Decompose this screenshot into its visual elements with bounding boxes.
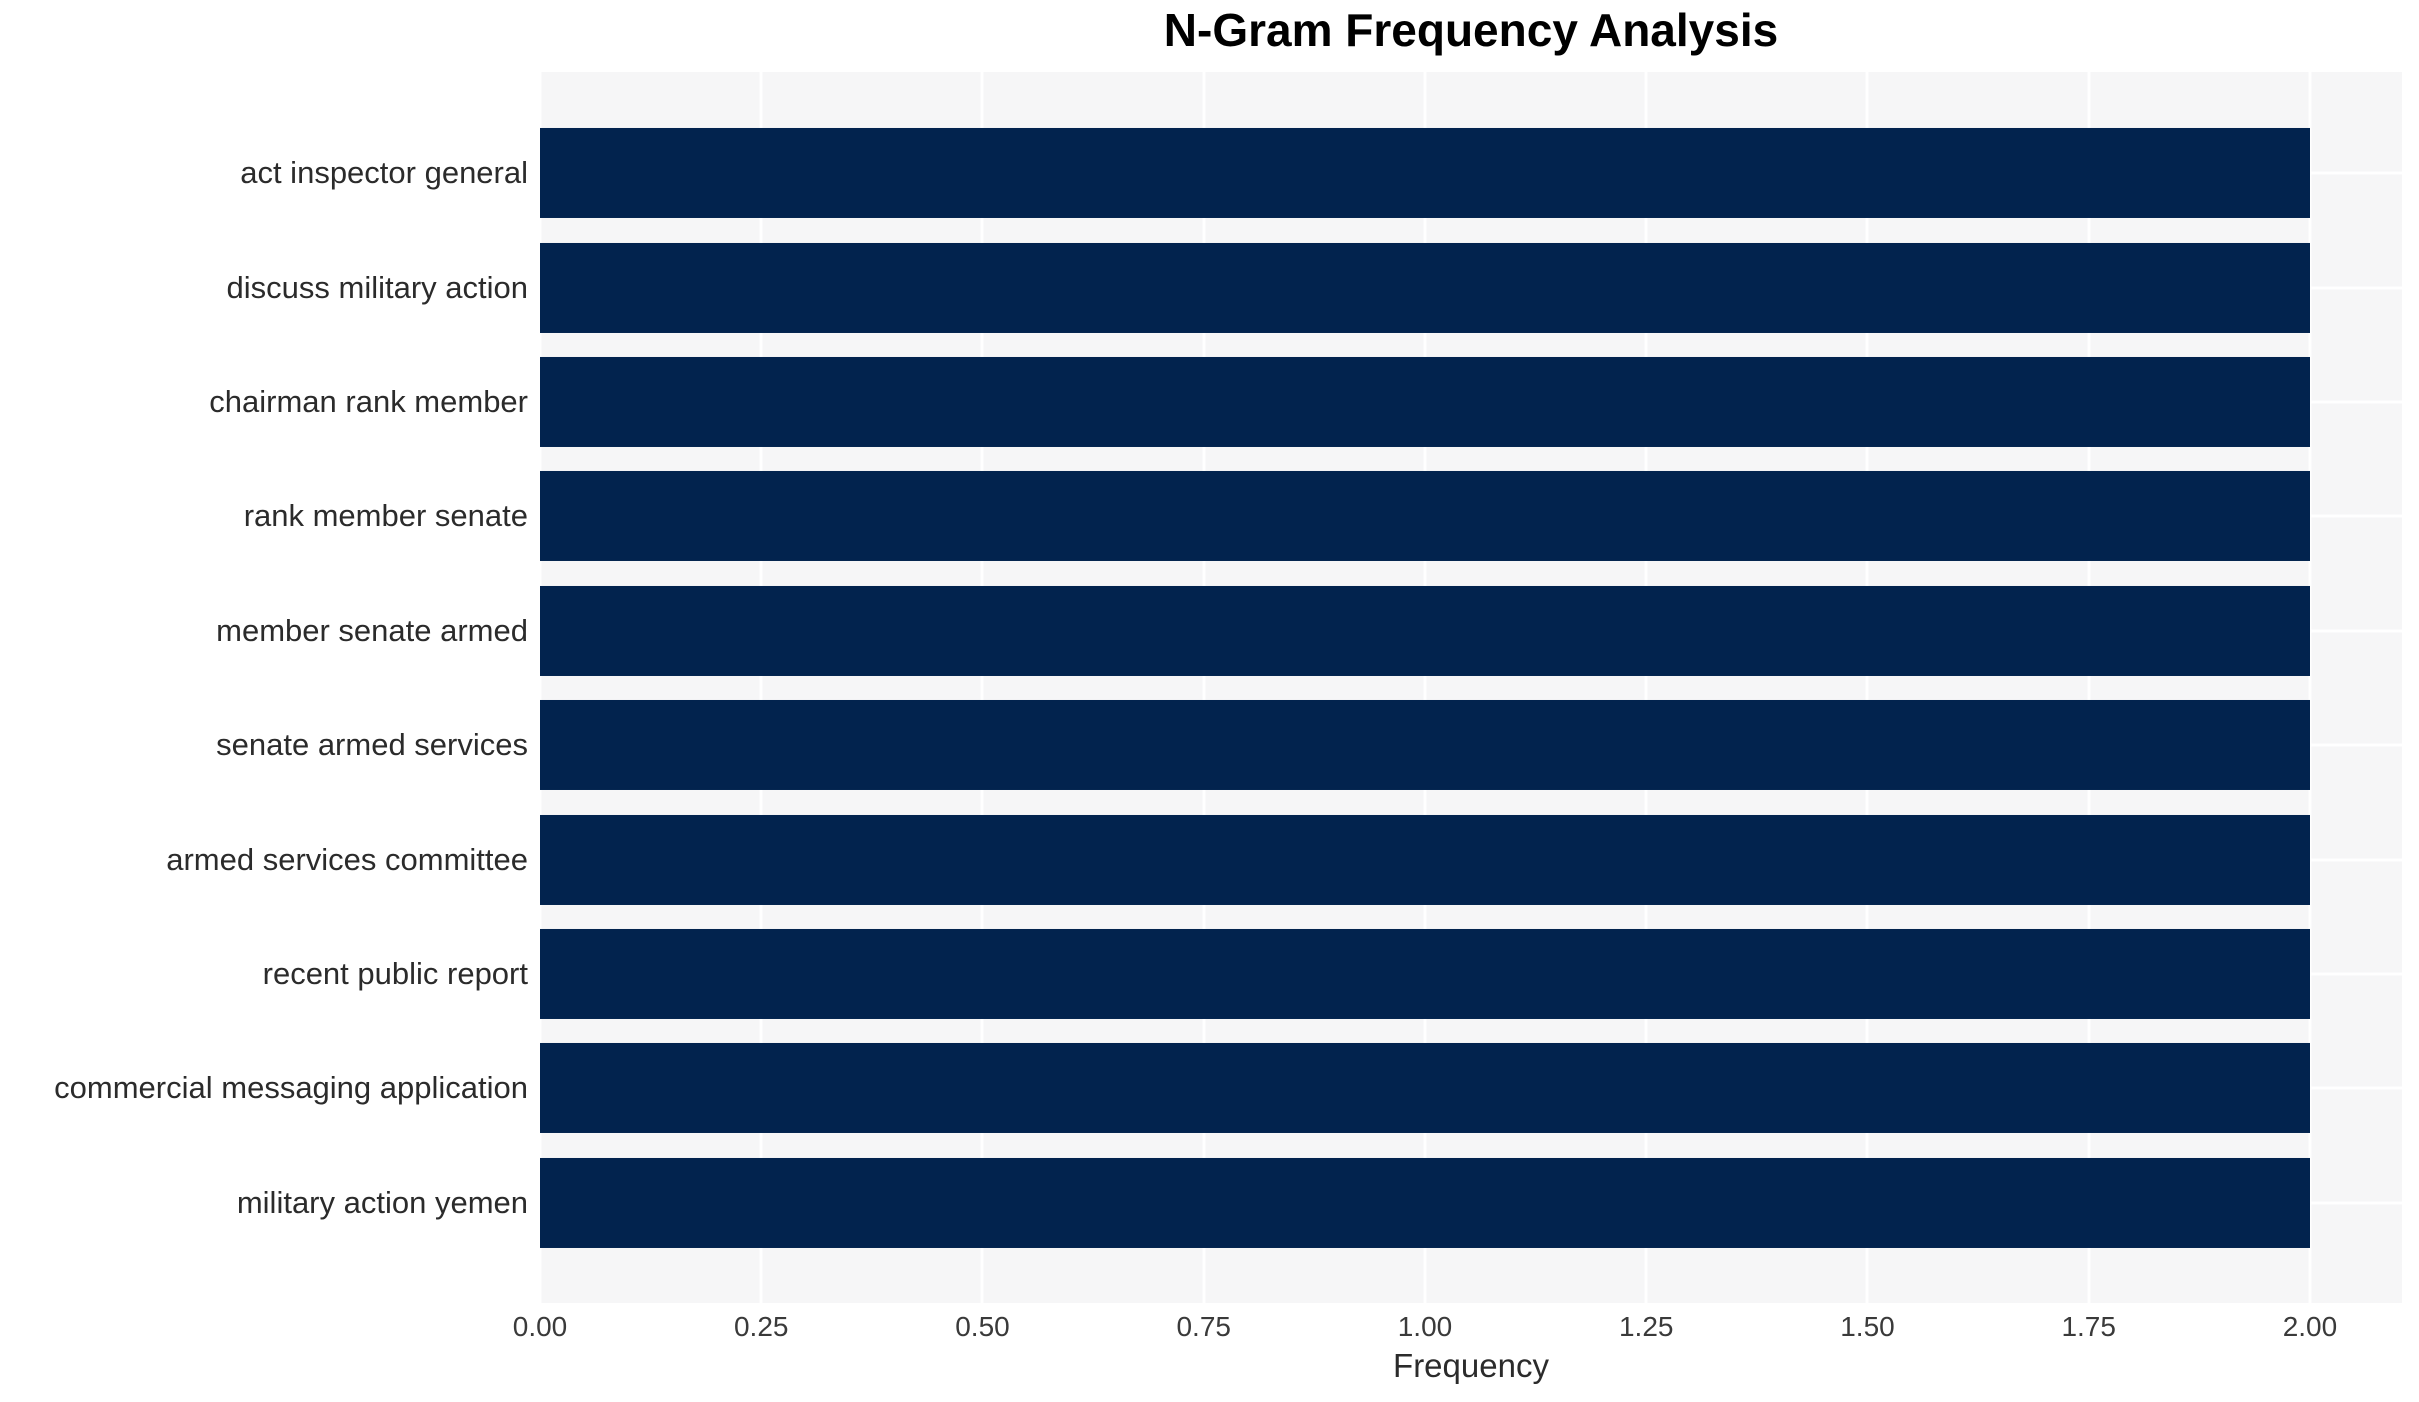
frequency-bar — [540, 242, 2310, 333]
chart-title: N-Gram Frequency Analysis — [1163, 4, 1779, 56]
bar-track — [540, 1031, 2402, 1145]
x-tick-label: 1.50 — [1840, 1311, 1895, 1342]
frequency-bar — [540, 929, 2310, 1020]
vertical-gridline — [759, 72, 763, 1303]
frequency-bar — [540, 585, 2310, 676]
frequency-bar — [540, 128, 2310, 219]
bar-track — [540, 917, 2402, 1031]
bar-row: recent public report — [0, 917, 2402, 1031]
vertical-gridline — [1423, 72, 1427, 1303]
x-tick-label: 0.25 — [733, 1311, 789, 1342]
category-label: military action yemen — [236, 1184, 528, 1220]
bar-row: commercial messaging application — [0, 1031, 2402, 1145]
x-axis-ticks: 0.00 0.25 0.50 0.75 1.00 1.25 1.50 1.75 2.00 — [513, 1303, 2402, 1349]
vertical-gridline — [1202, 72, 1206, 1303]
frequency-bar — [540, 1157, 2310, 1248]
bars-region: act inspector general discuss military ac… — [0, 72, 2402, 1303]
bar-row: member senate armed — [0, 574, 2402, 688]
vertical-gridline — [2308, 72, 2312, 1303]
frequency-bar — [540, 814, 2310, 905]
category-label: commercial messaging application — [54, 1070, 528, 1106]
bar-track — [540, 345, 2402, 459]
category-label: act inspector general — [240, 155, 528, 191]
bar-row: military action yemen — [0, 1146, 2402, 1260]
category-label: senate armed services — [216, 727, 528, 763]
bar-track — [540, 459, 2402, 573]
x-tick-label: 0.00 — [512, 1311, 568, 1342]
x-tick-label: 0.50 — [955, 1311, 1010, 1342]
vertical-gridline — [1865, 72, 1869, 1303]
bar-track — [540, 1146, 2402, 1260]
bar-row: discuss military action — [0, 230, 2402, 344]
bar-track — [540, 116, 2402, 230]
x-tick-label: 1.75 — [2061, 1311, 2116, 1342]
category-label: recent public report — [262, 956, 528, 992]
frequency-bar — [540, 700, 2310, 791]
frequency-bar — [540, 357, 2310, 448]
bar-row: chairman rank member — [0, 345, 2402, 459]
vertical-gridline — [1644, 72, 1648, 1303]
bar-row: rank member senate — [0, 459, 2402, 573]
bar-track — [540, 574, 2402, 688]
bar-track — [540, 230, 2402, 344]
bar-row: armed services committee — [0, 802, 2402, 916]
category-label: armed services committee — [166, 841, 528, 877]
frequency-bar — [540, 471, 2310, 562]
x-tick-label: 0.75 — [1176, 1311, 1231, 1342]
x-axis-label: Frequency — [1393, 1347, 1549, 1384]
bar-track — [540, 802, 2402, 916]
bar-row: senate armed services — [0, 688, 2402, 802]
x-tick-label: 1.25 — [1618, 1311, 1674, 1342]
category-label: discuss military action — [226, 269, 528, 305]
vertical-gridline — [538, 72, 542, 1303]
category-label: chairman rank member — [209, 384, 528, 420]
vertical-gridline — [980, 72, 984, 1303]
bar-track — [540, 688, 2402, 802]
frequency-bar — [540, 1043, 2310, 1134]
category-label: rank member senate — [243, 498, 528, 534]
x-tick-label: 2.00 — [2282, 1311, 2338, 1342]
bar-row: act inspector general — [0, 116, 2402, 230]
vertical-gridline — [2087, 72, 2091, 1303]
x-tick-label: 1.00 — [1397, 1311, 1453, 1342]
category-label: member senate armed — [216, 612, 528, 648]
